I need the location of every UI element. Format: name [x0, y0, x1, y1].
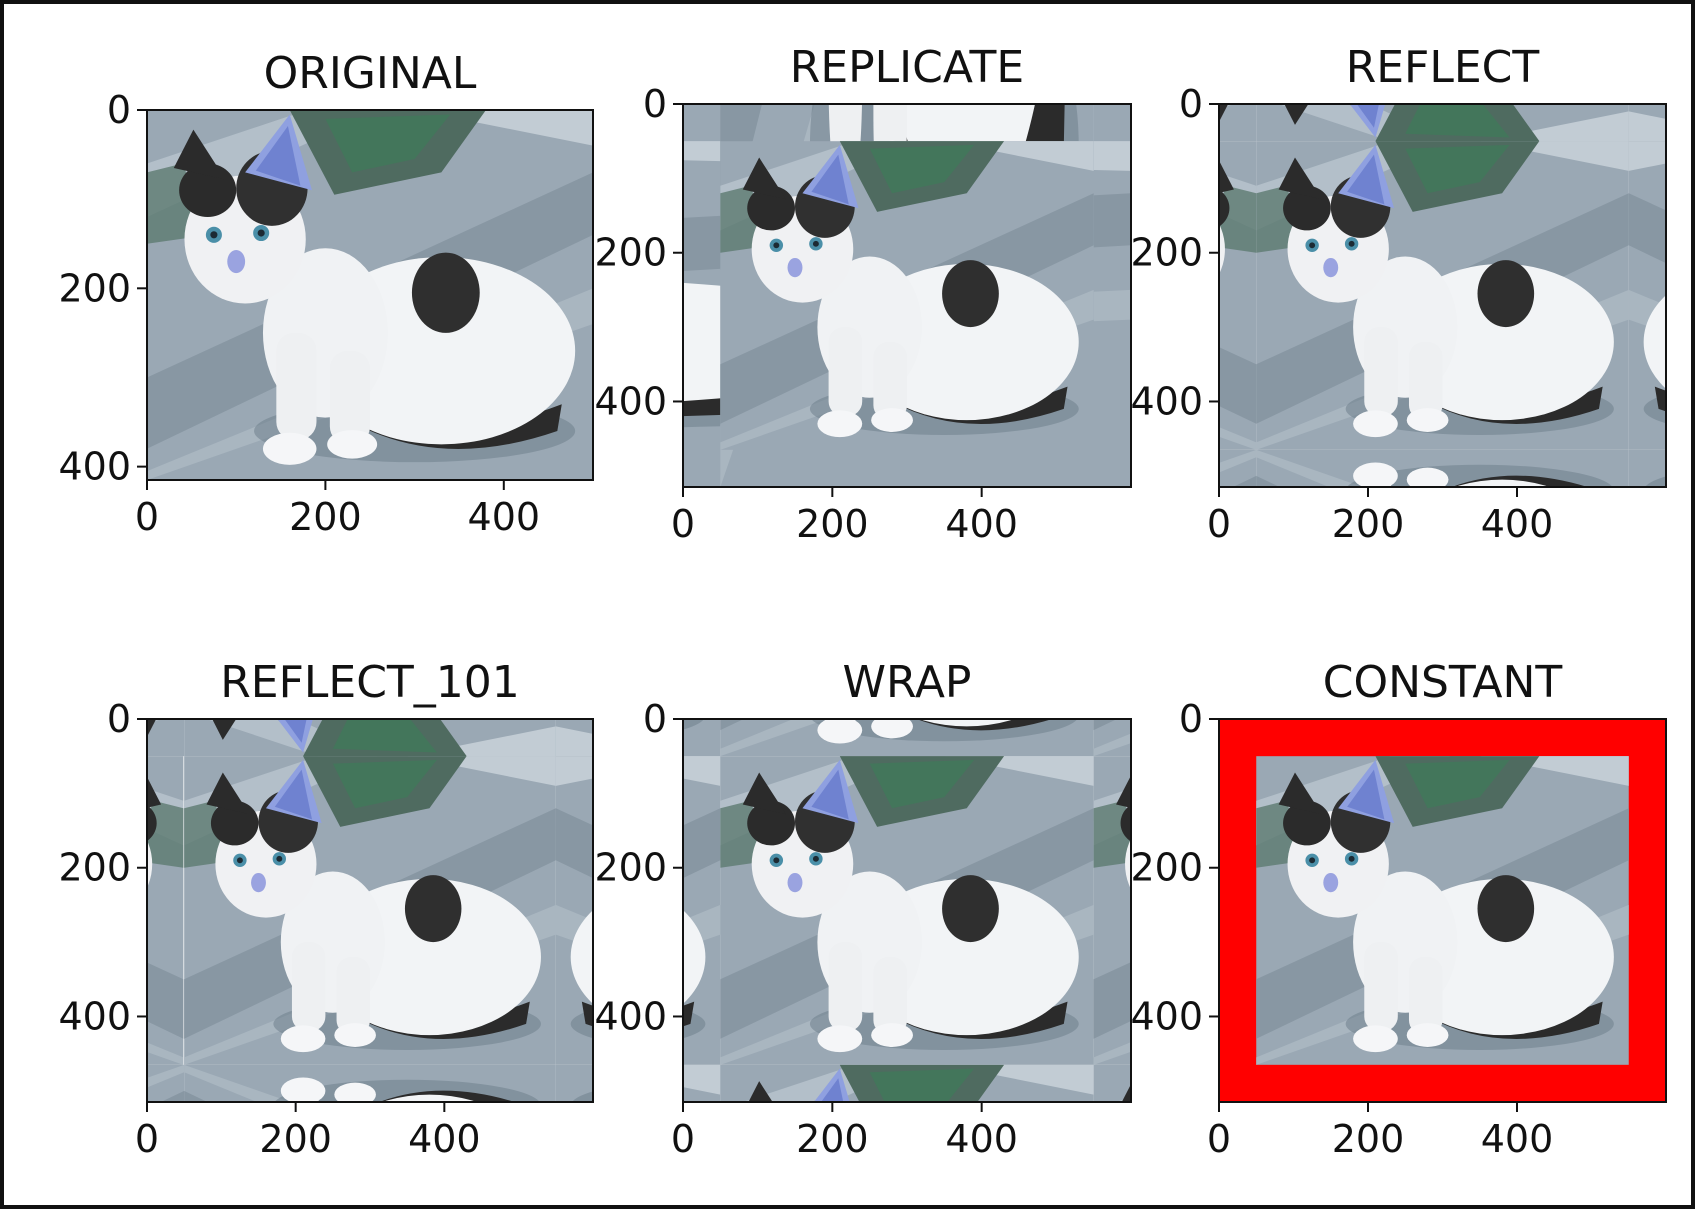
y-tick-label: 200 — [594, 846, 667, 890]
subplot-reflect: REFLECT 0 200 400 0 200 400 — [1130, 42, 1667, 546]
axes-frame — [682, 103, 1132, 488]
x-tick-label: 200 — [796, 502, 869, 546]
y-tick-label: 400 — [594, 379, 667, 423]
x-tick-label: 400 — [468, 495, 541, 539]
subplot-title: REFLECT — [1346, 42, 1540, 93]
x-tick-label: 0 — [671, 502, 695, 546]
y-tick-label: 0 — [1179, 697, 1203, 741]
y-tick-label: 400 — [1130, 379, 1203, 423]
axes-frame — [1218, 103, 1667, 488]
subplot-title: REPLICATE — [790, 42, 1024, 93]
x-tick-label: 200 — [796, 1117, 869, 1161]
x-tick-label: 400 — [408, 1117, 481, 1161]
x-tick-label: 0 — [671, 1117, 695, 1161]
x-tick-label: 200 — [289, 495, 362, 539]
x-tick-label: 400 — [1481, 502, 1554, 546]
x-tick-label: 400 — [1481, 1117, 1554, 1161]
y-tick-label: 200 — [1130, 846, 1203, 890]
axes-frame — [146, 109, 594, 481]
y-tick-label: 400 — [1130, 994, 1203, 1038]
y-tick-label: 400 — [58, 994, 131, 1038]
x-tick-label: 0 — [135, 1117, 159, 1161]
x-tick-label: 0 — [135, 495, 159, 539]
y-tick-label: 400 — [58, 445, 131, 489]
axes-frame — [146, 718, 594, 1103]
subplot-reflect_101: REFLECT_101 0 200 400 0 200 400 — [58, 657, 594, 1161]
y-tick-label: 0 — [1179, 82, 1203, 126]
subplot-wrap: WRAP 0 200 400 0 200 400 — [594, 657, 1132, 1161]
image-none — [147, 110, 593, 480]
subplot-title: WRAP — [843, 657, 972, 708]
x-tick-label: 200 — [1332, 1117, 1405, 1161]
x-tick-label: 0 — [1207, 1117, 1231, 1161]
x-tick-label: 0 — [1207, 502, 1231, 546]
y-tick-label: 400 — [594, 994, 667, 1038]
y-tick-label: 0 — [107, 88, 131, 132]
subplot-title: CONSTANT — [1323, 657, 1563, 708]
subplot-title: ORIGINAL — [264, 48, 477, 99]
y-tick-label: 200 — [1130, 231, 1203, 275]
axes-frame — [682, 718, 1132, 1103]
subplot-constant: CONSTANT 0 200 400 0 200 400 — [1130, 657, 1667, 1161]
y-tick-label: 200 — [594, 231, 667, 275]
axes-frame — [1218, 718, 1667, 1103]
y-tick-label: 0 — [643, 697, 667, 741]
x-tick-label: 400 — [945, 502, 1018, 546]
y-tick-label: 200 — [58, 266, 131, 310]
x-tick-label: 200 — [259, 1117, 332, 1161]
y-tick-label: 0 — [643, 82, 667, 126]
y-tick-label: 200 — [58, 846, 131, 890]
subplot-title: REFLECT_101 — [220, 657, 520, 708]
y-tick-label: 0 — [107, 697, 131, 741]
x-tick-label: 200 — [1332, 502, 1405, 546]
image-constant — [1219, 719, 1666, 1102]
x-tick-label: 400 — [945, 1117, 1018, 1161]
